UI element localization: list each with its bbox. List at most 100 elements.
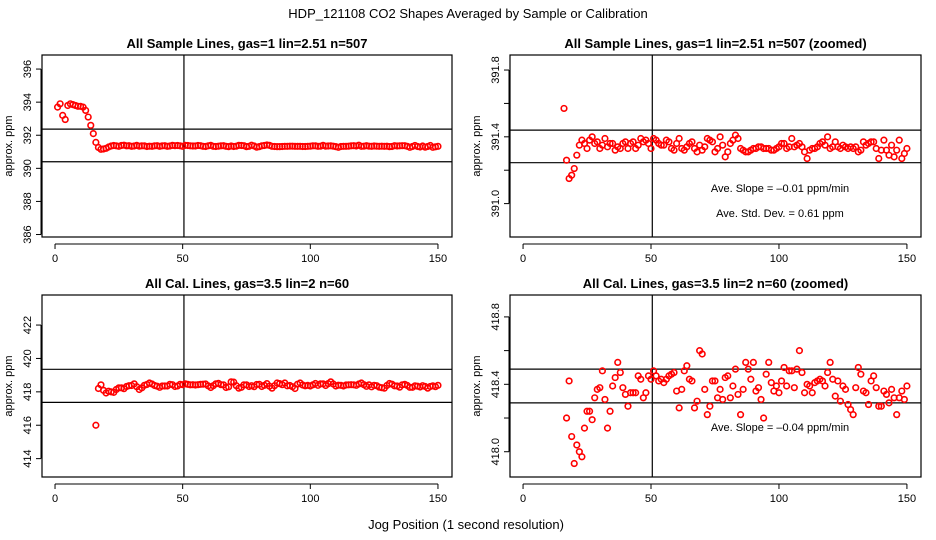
data-point bbox=[97, 381, 105, 389]
data-point bbox=[708, 138, 717, 146]
data-point bbox=[562, 414, 571, 422]
y-tick-label: 388 bbox=[22, 192, 34, 210]
x-tick-label: 50 bbox=[177, 493, 189, 505]
data-point bbox=[790, 384, 798, 392]
data-point bbox=[701, 143, 709, 151]
data-point bbox=[800, 389, 809, 397]
data-point bbox=[808, 389, 816, 397]
panel-4: All Cal. Lines, gas=3.5 lin=2 n=60 (zoom… bbox=[471, 276, 922, 505]
y-tick-label: 390 bbox=[22, 159, 34, 177]
data-point bbox=[629, 389, 637, 397]
data-point bbox=[711, 377, 719, 385]
y-axis-label: approx. ppm bbox=[471, 355, 483, 416]
y-tick-label: 386 bbox=[22, 225, 34, 243]
y-tick-label: 391.4 bbox=[490, 123, 502, 151]
data-point bbox=[570, 164, 578, 173]
data-point bbox=[877, 402, 885, 410]
data-point bbox=[678, 385, 686, 393]
data-point bbox=[570, 459, 578, 468]
data-point bbox=[698, 350, 706, 358]
x-tick-label: 50 bbox=[645, 253, 657, 265]
data-point bbox=[82, 106, 90, 115]
data-point bbox=[601, 395, 609, 404]
data-point bbox=[795, 347, 804, 355]
data-point bbox=[880, 136, 888, 144]
data-point bbox=[788, 134, 796, 143]
data-point bbox=[775, 389, 783, 397]
panel-title: All Sample Lines, gas=1 lin=2.51 n=507 (… bbox=[564, 36, 866, 51]
data-point bbox=[703, 411, 711, 419]
data-point bbox=[754, 384, 763, 392]
data-points bbox=[560, 104, 911, 183]
data-point bbox=[688, 377, 696, 385]
data-point bbox=[716, 385, 724, 393]
data-point bbox=[568, 432, 576, 441]
data-point bbox=[852, 384, 860, 392]
data-point bbox=[614, 358, 622, 367]
data-point bbox=[836, 397, 844, 405]
data-point bbox=[675, 134, 683, 143]
data-point bbox=[783, 382, 791, 390]
y-tick-label: 416 bbox=[22, 416, 34, 434]
data-point bbox=[823, 368, 832, 377]
data-point bbox=[760, 414, 768, 422]
data-point bbox=[56, 100, 64, 108]
data-point bbox=[870, 372, 878, 380]
y-tick-label: 418.0 bbox=[490, 438, 502, 466]
plot-frame bbox=[509, 54, 922, 238]
data-point bbox=[826, 358, 834, 367]
y-tick-label: 391.8 bbox=[490, 56, 502, 84]
data-point bbox=[690, 404, 699, 412]
data-point bbox=[893, 146, 901, 154]
data-point bbox=[726, 394, 734, 402]
data-point bbox=[780, 363, 788, 372]
y-tick-label: 392 bbox=[22, 126, 34, 144]
data-point bbox=[898, 387, 906, 395]
data-point bbox=[757, 395, 765, 404]
data-point bbox=[857, 370, 865, 378]
data-point bbox=[560, 104, 568, 113]
data-point bbox=[588, 133, 596, 141]
data-point bbox=[89, 129, 97, 138]
data-point bbox=[598, 367, 606, 375]
data-point bbox=[872, 384, 880, 392]
x-tick-label: 50 bbox=[645, 493, 657, 505]
plot-frame bbox=[41, 54, 453, 238]
data-point bbox=[92, 421, 100, 429]
panel-title: All Sample Lines, gas=1 lin=2.51 n=507 bbox=[127, 36, 368, 51]
plot-frame bbox=[509, 294, 922, 478]
data-point bbox=[895, 136, 903, 144]
data-point bbox=[647, 144, 655, 153]
data-point bbox=[624, 402, 632, 410]
x-tick-label: 150 bbox=[898, 253, 916, 265]
data-point bbox=[713, 144, 722, 153]
data-point bbox=[629, 138, 637, 146]
data-point bbox=[642, 389, 650, 397]
data-point bbox=[777, 139, 786, 148]
data-point bbox=[670, 368, 678, 377]
x-tick-label: 100 bbox=[770, 253, 788, 265]
y-axis-label: approx. ppm bbox=[3, 115, 15, 176]
data-point bbox=[834, 377, 842, 385]
data-point bbox=[611, 373, 619, 382]
data-point bbox=[823, 133, 832, 141]
data-point bbox=[573, 441, 581, 449]
data-point bbox=[609, 139, 617, 148]
data-point bbox=[675, 404, 683, 412]
data-point bbox=[857, 146, 865, 154]
data-point bbox=[603, 424, 612, 432]
data-point bbox=[724, 148, 732, 156]
data-point bbox=[565, 377, 573, 385]
data-point bbox=[867, 138, 875, 146]
panel-2: All Sample Lines, gas=1 lin=2.51 n=507 (… bbox=[471, 36, 922, 265]
data-points bbox=[92, 378, 442, 429]
data-point bbox=[573, 151, 581, 159]
data-point bbox=[683, 362, 691, 370]
data-point bbox=[606, 407, 614, 415]
data-point bbox=[765, 358, 773, 367]
x-tick-label: 150 bbox=[429, 253, 447, 265]
x-tick-label: 50 bbox=[177, 253, 189, 265]
data-point bbox=[736, 411, 745, 419]
y-tick-label: 418 bbox=[22, 383, 34, 401]
